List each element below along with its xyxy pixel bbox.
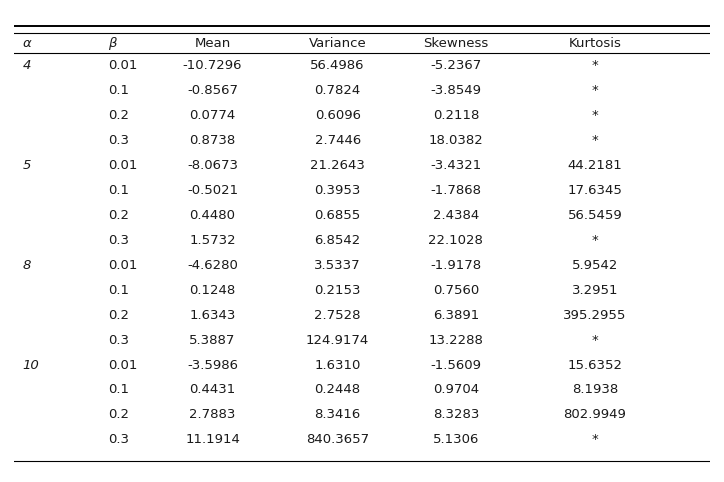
- Text: *: *: [592, 334, 598, 347]
- Text: 22.1028: 22.1028: [429, 234, 483, 247]
- Text: Mean: Mean: [195, 37, 231, 50]
- Text: 56.4986: 56.4986: [311, 59, 365, 72]
- Text: 2.4384: 2.4384: [433, 209, 479, 222]
- Text: 1.6310: 1.6310: [314, 359, 361, 372]
- Text: 17.6345: 17.6345: [568, 184, 622, 197]
- Text: 4: 4: [23, 59, 31, 72]
- Text: -4.6280: -4.6280: [187, 258, 238, 271]
- Text: 0.0774: 0.0774: [190, 108, 236, 121]
- Text: Kurtosis: Kurtosis: [568, 37, 621, 50]
- Text: 0.01: 0.01: [109, 159, 138, 172]
- Text: -10.7296: -10.7296: [183, 59, 243, 72]
- Text: 2.7883: 2.7883: [190, 408, 236, 421]
- Text: 0.01: 0.01: [109, 59, 138, 72]
- Text: 0.3: 0.3: [109, 433, 130, 446]
- Text: 0.2118: 0.2118: [433, 108, 479, 121]
- Text: 0.3953: 0.3953: [314, 184, 361, 197]
- Text: 0.3: 0.3: [109, 134, 130, 147]
- Text: Variance: Variance: [309, 37, 366, 50]
- Text: -0.5021: -0.5021: [187, 184, 238, 197]
- Text: β: β: [109, 37, 117, 50]
- Text: -3.5986: -3.5986: [187, 359, 238, 372]
- Text: 5: 5: [23, 159, 31, 172]
- Text: 56.5459: 56.5459: [568, 209, 622, 222]
- Text: 0.2: 0.2: [109, 108, 130, 121]
- Text: 8.3416: 8.3416: [314, 408, 361, 421]
- Text: 0.4431: 0.4431: [190, 384, 236, 397]
- Text: -1.9178: -1.9178: [430, 258, 481, 271]
- Text: 2.7528: 2.7528: [314, 308, 361, 321]
- Text: 0.6096: 0.6096: [315, 108, 361, 121]
- Text: 0.1: 0.1: [109, 283, 130, 296]
- Text: 44.2181: 44.2181: [568, 159, 622, 172]
- Text: α: α: [23, 37, 32, 50]
- Text: 0.1248: 0.1248: [190, 283, 236, 296]
- Text: Skewness: Skewness: [424, 37, 489, 50]
- Text: 0.1: 0.1: [109, 384, 130, 397]
- Text: 0.9704: 0.9704: [433, 384, 479, 397]
- Text: 0.2: 0.2: [109, 209, 130, 222]
- Text: 8: 8: [23, 258, 31, 271]
- Text: -3.4321: -3.4321: [430, 159, 481, 172]
- Text: 0.4480: 0.4480: [190, 209, 235, 222]
- Text: 5.1306: 5.1306: [433, 433, 479, 446]
- Text: 0.3: 0.3: [109, 334, 130, 347]
- Text: 802.9949: 802.9949: [563, 408, 626, 421]
- Text: 0.1: 0.1: [109, 84, 130, 97]
- Text: 0.6855: 0.6855: [314, 209, 361, 222]
- Text: 13.2288: 13.2288: [429, 334, 483, 347]
- Text: 0.8738: 0.8738: [190, 134, 236, 147]
- Text: 0.1: 0.1: [109, 184, 130, 197]
- Text: 10: 10: [23, 359, 40, 372]
- Text: 6.8542: 6.8542: [314, 234, 361, 247]
- Text: 0.2153: 0.2153: [314, 283, 361, 296]
- Text: 3.2951: 3.2951: [571, 283, 618, 296]
- Text: 8.1938: 8.1938: [572, 384, 618, 397]
- Text: -0.8567: -0.8567: [187, 84, 238, 97]
- Text: 0.2448: 0.2448: [315, 384, 361, 397]
- Text: 15.6352: 15.6352: [568, 359, 623, 372]
- Text: 1.6343: 1.6343: [190, 308, 236, 321]
- Text: *: *: [592, 433, 598, 446]
- Text: 11.1914: 11.1914: [185, 433, 240, 446]
- Text: -8.0673: -8.0673: [187, 159, 238, 172]
- Text: 395.2955: 395.2955: [563, 308, 626, 321]
- Text: -1.7868: -1.7868: [430, 184, 481, 197]
- Text: *: *: [592, 134, 598, 147]
- Text: 0.01: 0.01: [109, 258, 138, 271]
- Text: 21.2643: 21.2643: [311, 159, 365, 172]
- Text: 0.3: 0.3: [109, 234, 130, 247]
- Text: 0.2: 0.2: [109, 408, 130, 421]
- Text: 0.7824: 0.7824: [314, 84, 361, 97]
- Text: 1.5732: 1.5732: [189, 234, 236, 247]
- Text: -1.5609: -1.5609: [430, 359, 481, 372]
- Text: 3.5337: 3.5337: [314, 258, 361, 271]
- Text: *: *: [592, 84, 598, 97]
- Text: 18.0382: 18.0382: [429, 134, 483, 147]
- Text: 6.3891: 6.3891: [433, 308, 479, 321]
- Text: 2.7446: 2.7446: [314, 134, 361, 147]
- Text: 8.3283: 8.3283: [433, 408, 479, 421]
- Text: 840.3657: 840.3657: [306, 433, 369, 446]
- Text: *: *: [592, 108, 598, 121]
- Text: *: *: [592, 234, 598, 247]
- Text: -3.8549: -3.8549: [430, 84, 481, 97]
- Text: 0.7560: 0.7560: [433, 283, 479, 296]
- Text: 5.3887: 5.3887: [190, 334, 236, 347]
- Text: 124.9174: 124.9174: [306, 334, 369, 347]
- Text: *: *: [592, 59, 598, 72]
- Text: 0.2: 0.2: [109, 308, 130, 321]
- Text: -5.2367: -5.2367: [430, 59, 481, 72]
- Text: 5.9542: 5.9542: [572, 258, 618, 271]
- Text: 0.01: 0.01: [109, 359, 138, 372]
